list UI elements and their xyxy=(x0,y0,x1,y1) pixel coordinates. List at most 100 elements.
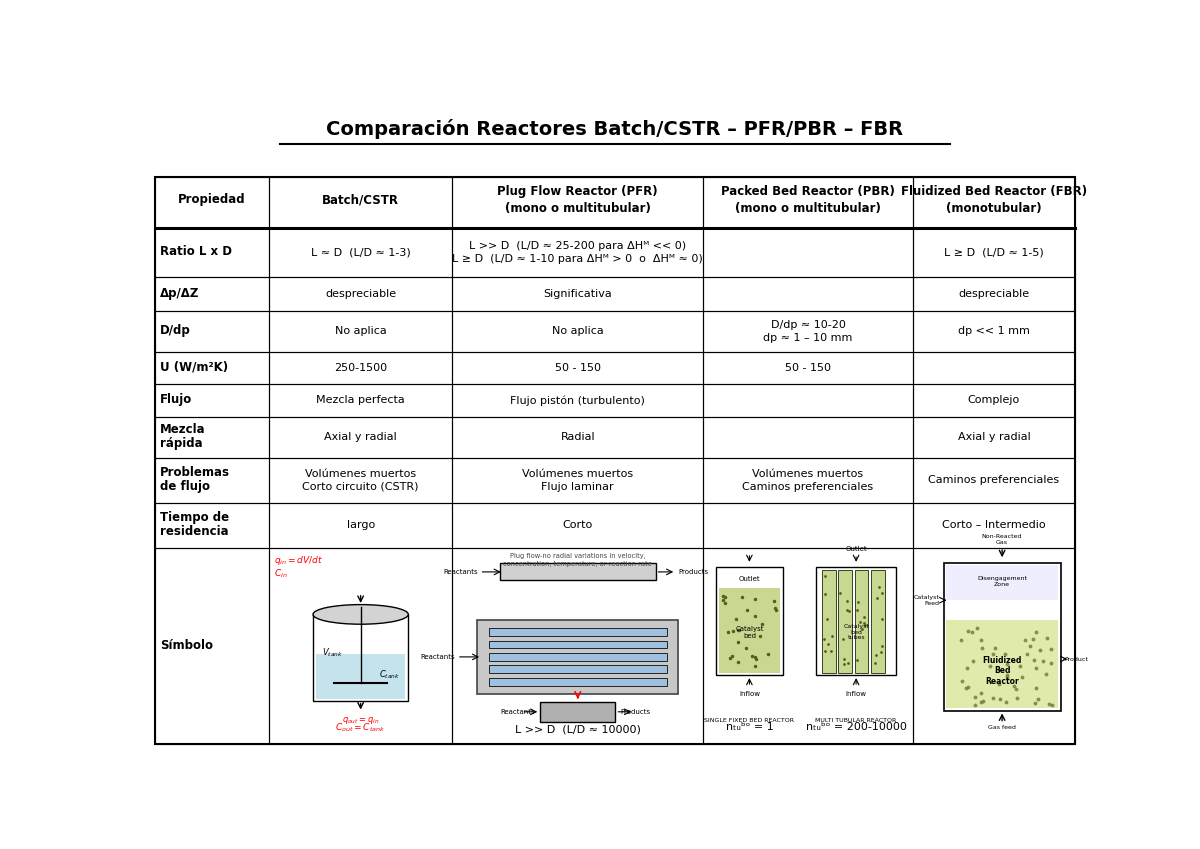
Text: Δp/ΔZ: Δp/ΔZ xyxy=(161,287,199,300)
Bar xyxy=(703,503,913,548)
Bar xyxy=(269,458,452,503)
Text: Fluidized Bed Reactor (FBR): Fluidized Bed Reactor (FBR) xyxy=(901,185,1087,198)
Text: rápida: rápida xyxy=(161,437,203,450)
Text: Tiempo de: Tiempo de xyxy=(161,511,229,524)
Text: U (W/m²K): U (W/m²K) xyxy=(161,361,228,374)
Bar xyxy=(912,385,1075,417)
Bar xyxy=(703,548,913,744)
Text: Significativa: Significativa xyxy=(544,289,612,299)
Bar xyxy=(912,503,1075,548)
Text: Problemas: Problemas xyxy=(161,466,230,479)
Text: No aplica: No aplica xyxy=(552,326,604,336)
Text: Product: Product xyxy=(1064,656,1088,661)
Bar xyxy=(155,503,269,548)
Bar xyxy=(912,311,1075,351)
Bar xyxy=(452,177,703,228)
Bar xyxy=(452,277,703,311)
Bar xyxy=(155,311,269,351)
Bar xyxy=(155,277,269,311)
Bar xyxy=(912,548,1075,744)
Bar xyxy=(155,548,269,744)
Bar xyxy=(488,640,667,649)
Text: 250-1500: 250-1500 xyxy=(334,363,388,373)
Bar xyxy=(488,653,667,661)
Text: Disengagement
Zone: Disengagement Zone xyxy=(977,576,1027,588)
Text: dp ≈ 1 – 10 mm: dp ≈ 1 – 10 mm xyxy=(763,333,853,343)
Bar xyxy=(155,228,269,277)
Text: $C_{out} = C_{tank}$: $C_{out} = C_{tank}$ xyxy=(336,722,386,734)
Bar xyxy=(703,385,913,417)
Text: Caminos preferenciales: Caminos preferenciales xyxy=(743,481,874,492)
Text: Comparación Reactores Batch/CSTR – PFR/PBR – FBR: Comparación Reactores Batch/CSTR – PFR/P… xyxy=(326,120,904,139)
Bar xyxy=(839,570,852,672)
Text: D/dp: D/dp xyxy=(161,324,191,337)
Bar xyxy=(912,177,1075,228)
Bar xyxy=(947,565,1058,600)
Text: Corto – Intermedio: Corto – Intermedio xyxy=(942,520,1045,531)
Text: L ≥ D  (L/D ≈ 1-5): L ≥ D (L/D ≈ 1-5) xyxy=(944,247,1044,257)
Bar xyxy=(912,417,1075,458)
Bar xyxy=(703,177,913,228)
Text: (monotubular): (monotubular) xyxy=(946,202,1042,215)
Bar xyxy=(854,570,869,672)
Bar xyxy=(155,351,269,385)
Text: Products: Products xyxy=(678,569,708,575)
Text: Flujo: Flujo xyxy=(161,393,192,407)
Bar xyxy=(703,311,913,351)
Text: Inflow: Inflow xyxy=(846,691,866,697)
Text: Volúmenes muertos: Volúmenes muertos xyxy=(522,469,634,479)
Bar xyxy=(155,458,269,503)
Bar xyxy=(488,678,667,686)
Bar xyxy=(822,570,835,672)
Text: $C_{tank}$: $C_{tank}$ xyxy=(379,668,400,681)
Text: Propiedad: Propiedad xyxy=(178,194,246,206)
Text: $C_{in}$: $C_{in}$ xyxy=(274,567,287,580)
Bar xyxy=(912,458,1075,503)
Bar xyxy=(943,564,1061,711)
Text: MULTI TUBULAR REACTOR: MULTI TUBULAR REACTOR xyxy=(816,718,896,723)
Text: Catalyst
Feed: Catalyst Feed xyxy=(914,595,940,605)
Bar xyxy=(912,277,1075,311)
Text: Gas feed: Gas feed xyxy=(988,725,1016,730)
Text: 50 - 150: 50 - 150 xyxy=(785,363,830,373)
Text: Products: Products xyxy=(620,709,650,715)
Bar xyxy=(703,458,913,503)
Bar xyxy=(452,228,703,277)
Bar xyxy=(452,503,703,548)
Text: SINGLE FIXED BED REACTOR: SINGLE FIXED BED REACTOR xyxy=(704,718,794,723)
Bar xyxy=(452,458,703,503)
Text: dp << 1 mm: dp << 1 mm xyxy=(958,326,1030,336)
Text: No aplica: No aplica xyxy=(335,326,386,336)
Text: D/dp ≈ 10-20: D/dp ≈ 10-20 xyxy=(770,319,846,329)
Text: Mezcla perfecta: Mezcla perfecta xyxy=(317,396,406,406)
Bar xyxy=(269,228,452,277)
Bar xyxy=(540,702,616,722)
Bar xyxy=(703,351,913,385)
Text: Packed Bed Reactor (PBR): Packed Bed Reactor (PBR) xyxy=(721,185,895,198)
Text: largo: largo xyxy=(347,520,374,531)
Bar xyxy=(478,620,678,694)
Text: (mono o multitubular): (mono o multitubular) xyxy=(505,202,650,215)
Text: despreciable: despreciable xyxy=(325,289,396,299)
Bar xyxy=(500,564,655,581)
Text: Reactants: Reactants xyxy=(500,709,535,715)
Ellipse shape xyxy=(313,604,408,624)
Bar xyxy=(912,228,1075,277)
Bar xyxy=(452,417,703,458)
Text: Catalyst
bed: Catalyst bed xyxy=(736,626,763,638)
Text: Corto circuito (CSTR): Corto circuito (CSTR) xyxy=(302,481,419,492)
Text: $V_{tank}$: $V_{tank}$ xyxy=(322,647,342,660)
Text: Reactants: Reactants xyxy=(420,654,455,660)
Text: Plug Flow Reactor (PFR): Plug Flow Reactor (PFR) xyxy=(498,185,658,198)
Text: Volúmenes muertos: Volúmenes muertos xyxy=(305,469,416,479)
Bar xyxy=(703,228,913,277)
Bar xyxy=(912,351,1075,385)
Bar xyxy=(313,615,408,700)
Text: $q_{out} = q_{in}$: $q_{out} = q_{in}$ xyxy=(342,715,379,726)
Bar xyxy=(269,548,452,744)
Text: Fluidized
Bed
Reactor: Fluidized Bed Reactor xyxy=(983,656,1022,686)
Bar xyxy=(452,548,703,744)
Text: Símbolo: Símbolo xyxy=(161,638,214,651)
Bar xyxy=(269,503,452,548)
Text: Axial y radial: Axial y radial xyxy=(958,432,1031,442)
